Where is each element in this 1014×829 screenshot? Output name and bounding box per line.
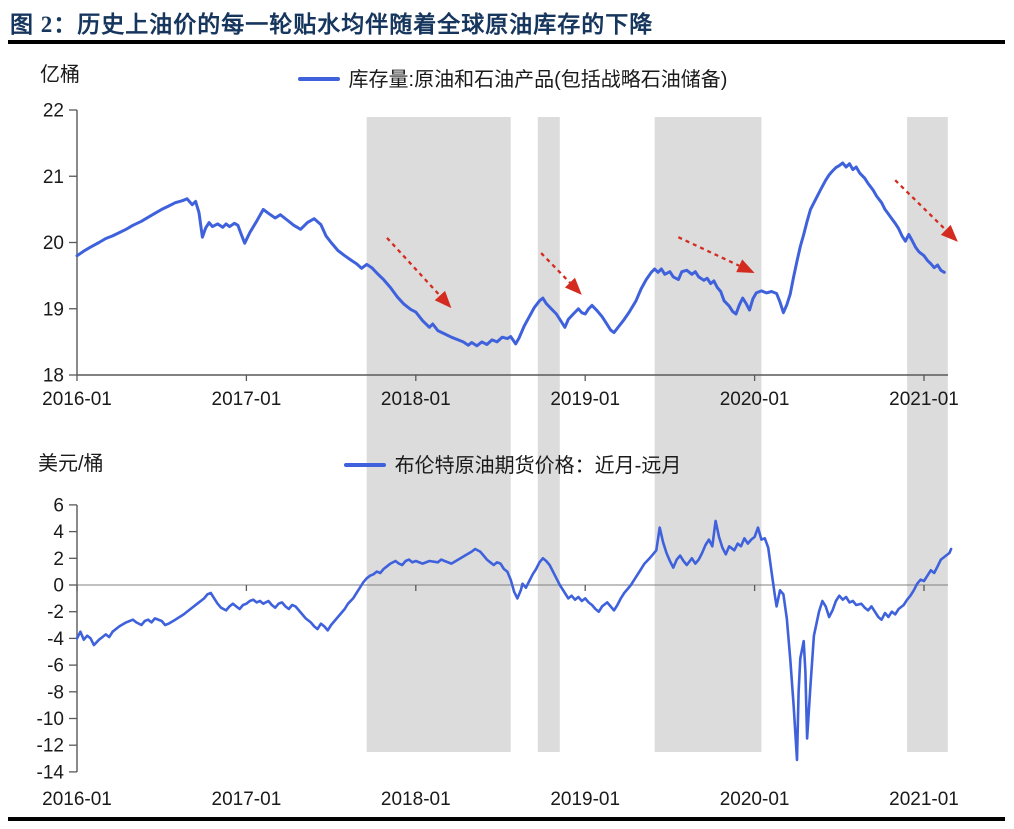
trend-arrow-head [736, 259, 755, 273]
bottom-chart-legend: 布伦特原油期货价格：近月-远月 [77, 449, 948, 478]
x-tick-label: 2018-01 [381, 389, 451, 410]
top-chart-unit-label: 亿桶 [40, 64, 80, 86]
trend-arrow-shaft [540, 252, 571, 284]
y-tick-label: -2 [47, 602, 64, 623]
legend-line-swatch [343, 462, 386, 467]
y-tick-label: -6 [47, 656, 64, 677]
trend-arrow-head [940, 224, 958, 242]
x-tick-label: 2017-01 [212, 789, 282, 810]
y-tick-label: 0 [53, 576, 64, 597]
bottom-divider [8, 817, 1005, 821]
title-divider [8, 40, 1005, 44]
bottom-chart-unit-label: 美元/桶 [38, 453, 104, 475]
y-tick-label: 20 [43, 233, 64, 254]
legend-line-swatch [297, 76, 340, 81]
figure-title: 图 2：历史上油价的每一轮贴水均伴随着全球原油库存的下降 [10, 12, 654, 37]
y-tick-label: -4 [47, 629, 64, 650]
y-tick-label: 18 [43, 366, 64, 387]
x-tick-label: 2021-01 [889, 789, 959, 810]
x-tick-label: 2017-01 [212, 389, 282, 410]
series-line-inventory [75, 161, 946, 348]
top-legend-label: 库存量:原油和石油产品(包括战略石油储备) [348, 69, 728, 91]
trend-arrow-shaft [677, 236, 740, 267]
x-tick-label: 2018-01 [381, 789, 451, 810]
y-tick-label: -14 [37, 762, 65, 783]
top-chart-axes [76, 110, 948, 376]
x-tick-label: 2019-01 [550, 789, 620, 810]
y-tick-label: 4 [53, 522, 64, 543]
bottom-legend-label: 布伦特原油期货价格：近月-远月 [394, 455, 682, 477]
y-tick-label: 22 [43, 101, 64, 122]
y-tick-label: -10 [37, 709, 64, 730]
trend-arrow-shaft [894, 179, 947, 231]
trend-arrow-head [434, 290, 452, 309]
trend-arrow-shaft [386, 237, 441, 297]
x-tick-label: 2020-01 [720, 789, 790, 810]
y-tick-label: 19 [43, 299, 64, 320]
series-line-brent-spread [75, 519, 953, 762]
highlight-band [366, 117, 511, 752]
y-tick-label: 6 [53, 495, 64, 516]
x-tick-label: 2016-01 [42, 389, 112, 410]
highlight-band [537, 117, 560, 752]
highlight-band [907, 117, 948, 752]
y-tick-label: 2 [53, 549, 64, 570]
trend-arrow-head [564, 277, 582, 295]
y-tick-label: -12 [37, 736, 64, 757]
y-tick-label: 21 [43, 167, 64, 188]
x-tick-label: 2016-01 [42, 789, 112, 810]
x-tick-label: 2020-01 [720, 389, 790, 410]
x-tick-label: 2021-01 [889, 389, 959, 410]
x-tick-label: 2019-01 [550, 389, 620, 410]
highlight-band [654, 117, 762, 752]
y-tick-label: -8 [47, 682, 64, 703]
top-chart-legend: 库存量:原油和石油产品(包括战略石油储备) [77, 63, 948, 92]
